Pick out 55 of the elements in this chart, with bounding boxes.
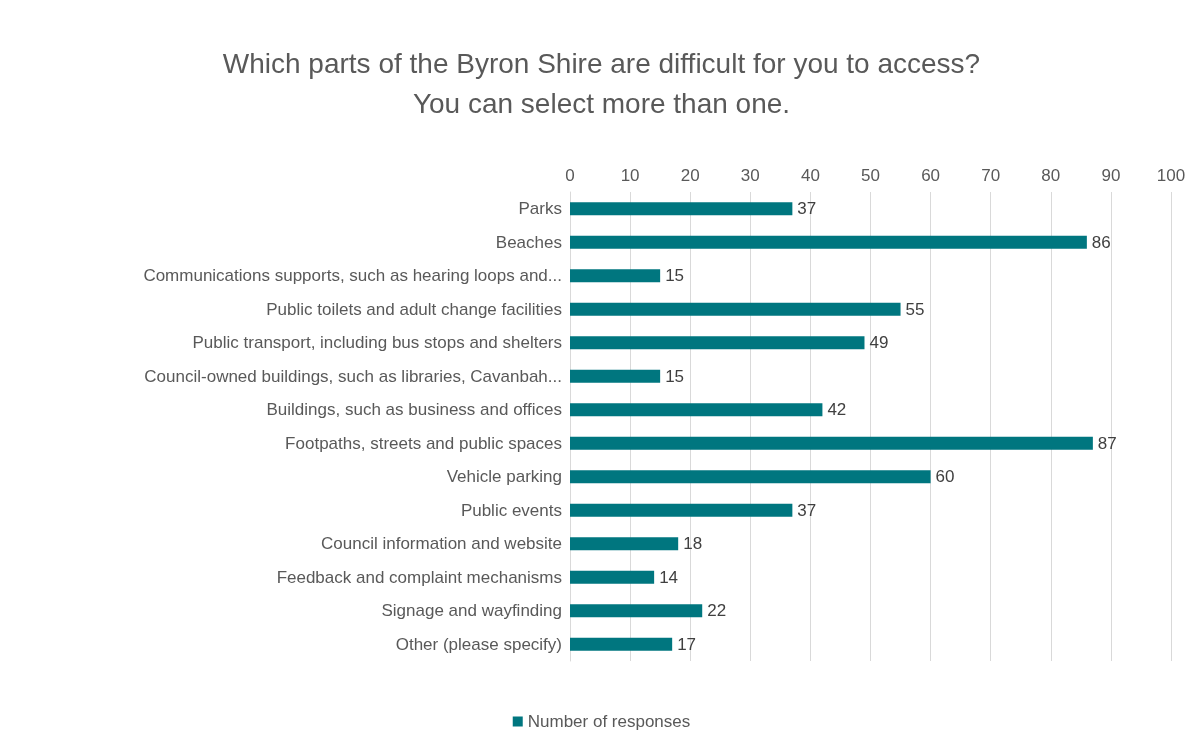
bar bbox=[570, 503, 793, 517]
y-tick-label: Council information and website bbox=[321, 534, 562, 554]
y-tick-label: Signage and wayfinding bbox=[381, 601, 562, 621]
bar bbox=[570, 235, 1087, 249]
chart-title: Which parts of the Byron Shire are difficult for you to access? You can select more than one. bbox=[222, 47, 981, 119]
bar bbox=[570, 302, 901, 316]
bar bbox=[570, 537, 679, 551]
bar bbox=[570, 369, 661, 383]
y-tick-label: Communications supports, such as hearing loops and... bbox=[143, 266, 562, 286]
y-tick-label: Buildings, such as business and offices bbox=[266, 400, 562, 420]
bar bbox=[570, 336, 865, 350]
y-tick-label: Other (please specify) bbox=[395, 634, 562, 654]
data-label: 15 bbox=[665, 366, 685, 386]
legend-label: Number of responses bbox=[527, 712, 691, 731]
x-tick-label: 10 bbox=[620, 166, 640, 185]
x-tick-label: 60 bbox=[921, 166, 941, 185]
data-label: 15 bbox=[665, 266, 685, 286]
x-tick-label: 20 bbox=[680, 166, 700, 185]
x-tick-label: 90 bbox=[1101, 166, 1121, 185]
data-label: 60 bbox=[935, 467, 955, 487]
x-tick-label: 0 bbox=[565, 166, 575, 185]
y-tick-label: Beaches bbox=[495, 232, 562, 252]
data-label: 18 bbox=[683, 534, 703, 554]
data-label: 86 bbox=[1091, 232, 1111, 252]
y-tick-label: Feedback and complaint mechanisms bbox=[276, 567, 562, 587]
data-label: 22 bbox=[707, 601, 727, 621]
y-tick-label: Public toilets and adult change facilities bbox=[266, 299, 562, 319]
x-tick-label: 80 bbox=[1041, 166, 1061, 185]
x-tick-label: 50 bbox=[861, 166, 880, 185]
data-label: 37 bbox=[797, 199, 817, 219]
y-tick-label: Public events bbox=[460, 500, 562, 520]
data-label: 55 bbox=[905, 299, 925, 319]
bar bbox=[570, 436, 1093, 450]
x-tick-label: 40 bbox=[800, 166, 820, 185]
bar bbox=[570, 403, 823, 417]
y-tick-label: Parks bbox=[518, 199, 562, 219]
x-tick-label: 30 bbox=[740, 166, 760, 185]
y-tick-label: Council-owned buildings, such as libraries, Cavanbah... bbox=[144, 366, 562, 386]
bar bbox=[570, 604, 703, 618]
bar bbox=[570, 470, 931, 484]
bar bbox=[570, 202, 793, 216]
x-tick-label: 70 bbox=[981, 166, 1001, 185]
data-label: 37 bbox=[797, 500, 817, 520]
y-tick-label: Public transport, including bus stops and shelters bbox=[192, 333, 562, 353]
data-label: 17 bbox=[677, 634, 697, 654]
bar bbox=[570, 269, 661, 283]
bar bbox=[570, 637, 673, 651]
y-tick-label: Footpaths, streets and public spaces bbox=[285, 433, 562, 453]
data-label: 87 bbox=[1097, 433, 1117, 453]
y-tick-label: Vehicle parking bbox=[446, 467, 562, 487]
bar bbox=[570, 570, 655, 584]
data-label: 14 bbox=[659, 567, 679, 587]
data-label: 42 bbox=[827, 400, 847, 420]
data-label: 49 bbox=[869, 333, 889, 353]
x-tick-label: 100 bbox=[1156, 166, 1186, 185]
